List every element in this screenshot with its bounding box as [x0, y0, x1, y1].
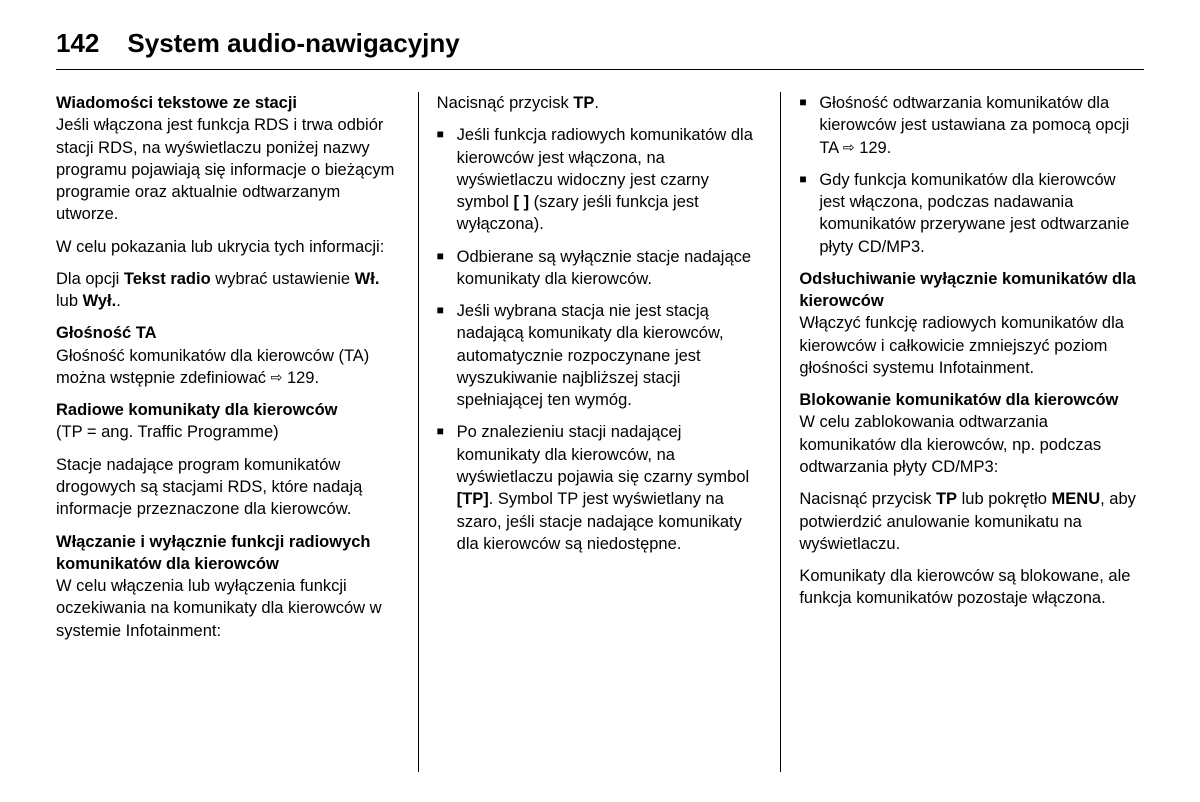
- paragraph: Głośność komunikatów dla kierowców (TA) …: [56, 345, 400, 390]
- paragraph: Jeśli włączona jest funkcja RDS i trwa o…: [56, 114, 400, 225]
- bullet-list: Jeśli funkcja radiowych komunikatów dla …: [437, 124, 763, 555]
- text: lub pokrętło: [957, 490, 1051, 508]
- paragraph: Włączyć funkcję radiowych komunikatów dl…: [799, 312, 1144, 379]
- text: Nacisnąć przycisk: [437, 94, 574, 112]
- column-3: Głośność odtwarzania komunikatów dla kie…: [781, 92, 1144, 772]
- paragraph: W celu pokazania lub ukrycia tych inform…: [56, 236, 400, 258]
- heading-listen-traffic-only: Odsłuchiwanie wyłącznie komunikatów dla …: [799, 268, 1144, 313]
- column-2: Nacisnąć przycisk TP. Jeśli funkcja radi…: [419, 92, 782, 772]
- paragraph: Nacisnąć przycisk TP lub pokrętło MENU, …: [799, 488, 1144, 555]
- page-title: System audio-nawigacyjny: [127, 28, 459, 59]
- heading-traffic-radio: Radiowe komunikaty dla kierowców: [56, 399, 400, 421]
- bold-text: TP: [936, 490, 957, 508]
- text: Głośność komunikatów dla kierowców (TA) …: [56, 347, 369, 387]
- page-header: 142 System audio-nawigacyjny: [56, 28, 1144, 70]
- bold-text: [TP]: [457, 490, 489, 508]
- paragraph: Dla opcji Tekst radio wybrać ustawienie …: [56, 268, 400, 313]
- list-item: Jeśli funkcja radiowych komunikatów dla …: [437, 124, 763, 235]
- paragraph: Nacisnąć przycisk TP.: [437, 92, 763, 114]
- column-1: Wiadomości tekstowe ze stacji Jeśli włąc…: [56, 92, 419, 772]
- text: wybrać ustawienie: [211, 270, 355, 288]
- list-item: Jeśli wybrana stacja nie jest stacją nad…: [437, 300, 763, 411]
- text: . Symbol TP jest wyświetlany na szaro, j…: [457, 490, 742, 553]
- content-columns: Wiadomości tekstowe ze stacji Jeśli włąc…: [56, 92, 1144, 772]
- text: .: [116, 292, 121, 310]
- text: 129.: [282, 369, 319, 387]
- bullet-list: Głośność odtwarzania komunikatów dla kie…: [799, 92, 1144, 258]
- bold-text: TP: [573, 94, 594, 112]
- bold-text: Wł.: [355, 270, 380, 288]
- list-item: Głośność odtwarzania komunikatów dla kie…: [799, 92, 1144, 159]
- link-arrow-icon: ⇨: [843, 138, 855, 157]
- text: Nacisnąć przycisk: [799, 490, 936, 508]
- text: .: [594, 94, 599, 112]
- heading-ta-volume: Głośność TA: [56, 322, 400, 344]
- text: lub: [56, 292, 83, 310]
- heading-enable-traffic: Włączanie i wyłącznie funkcji radiowych …: [56, 531, 400, 576]
- heading-block-traffic: Blokowanie komunikatów dla kierowców: [799, 389, 1144, 411]
- paragraph: W celu zablokowania odtwarzania komunika…: [799, 411, 1144, 478]
- bold-text: MENU: [1052, 490, 1101, 508]
- list-item: Odbierane są wyłącznie stacje nadające k…: [437, 246, 763, 291]
- heading-text-messages: Wiadomości tekstowe ze stacji: [56, 92, 400, 114]
- paragraph: Komunikaty dla kierowców są blokowane, a…: [799, 565, 1144, 610]
- bold-text: Wył.: [83, 292, 117, 310]
- text: Po znalezieniu stacji nadającej komunika…: [457, 423, 750, 486]
- page-number: 142: [56, 28, 99, 59]
- bold-text: Tekst radio: [124, 270, 211, 288]
- bold-text: [ ]: [514, 193, 530, 211]
- list-item: Po znalezieniu stacji nadającej komunika…: [437, 421, 763, 555]
- text: 129.: [855, 139, 892, 157]
- paragraph: (TP = ang. Traffic Programme): [56, 421, 400, 443]
- list-item: Gdy funkcja komunikatów dla kierowców je…: [799, 169, 1144, 258]
- link-arrow-icon: ⇨: [271, 368, 283, 387]
- text: Dla opcji: [56, 270, 124, 288]
- paragraph: W celu włączenia lub wyłączenia funkcji …: [56, 575, 400, 642]
- paragraph: Stacje nadające program komunikatów drog…: [56, 454, 400, 521]
